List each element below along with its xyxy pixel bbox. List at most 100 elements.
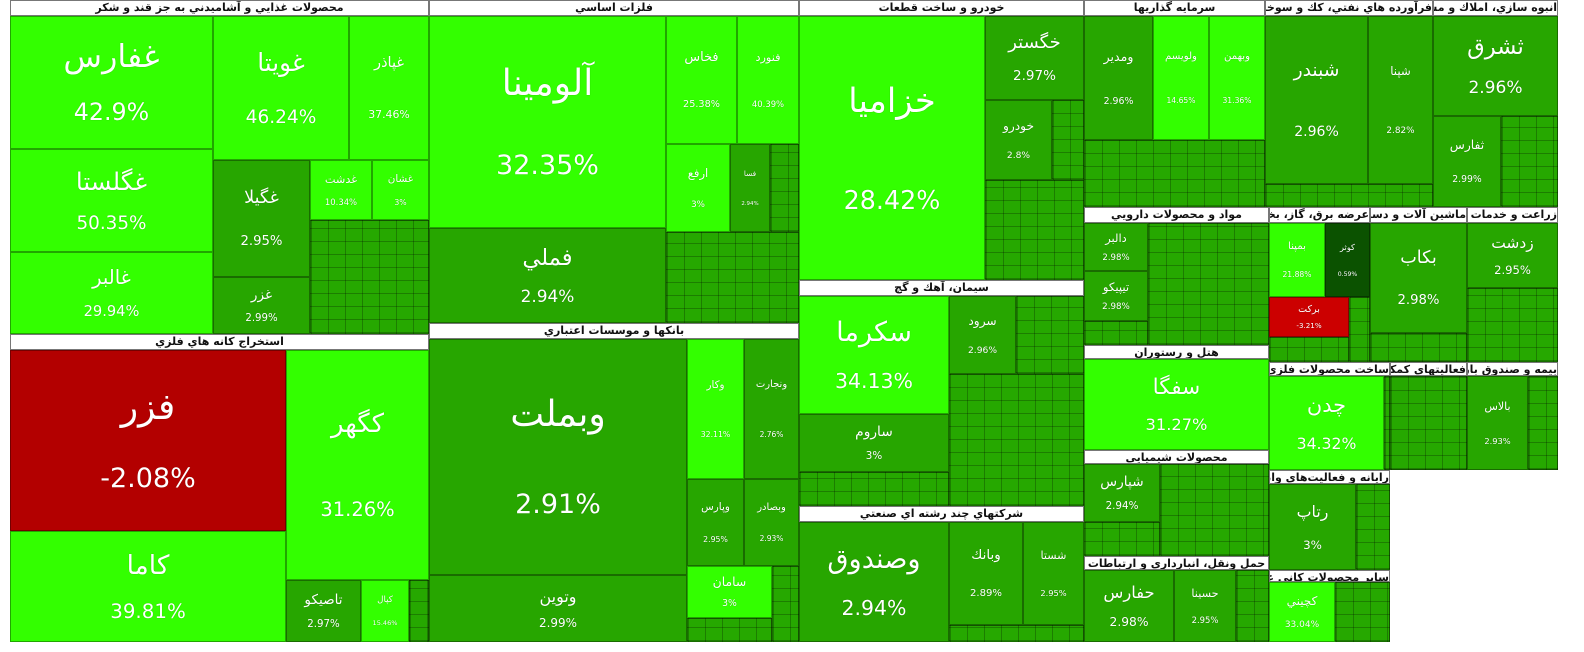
stock-tile[interactable]: خگستر 2.97% bbox=[985, 16, 1084, 100]
stock-tile[interactable]: شستا 2.95% bbox=[1023, 522, 1084, 625]
stock-tile[interactable]: سامان 3% bbox=[687, 566, 772, 618]
stock-tile[interactable]: كاما 39.81% bbox=[10, 531, 286, 642]
stock-tile[interactable]: وكار 32.11% bbox=[687, 339, 744, 479]
stock-change: 34.13% bbox=[835, 368, 913, 393]
stock-tile[interactable]: بركت -3.21% bbox=[1269, 297, 1349, 337]
sector-header: استخراج كانه هاي فلزي bbox=[10, 334, 429, 350]
stock-tile[interactable]: غگيلا 2.95% bbox=[213, 160, 310, 277]
stock-tile[interactable]: وبصادر 2.93% bbox=[744, 479, 799, 566]
stock-tile[interactable]: غگلستا 50.35% bbox=[10, 149, 213, 252]
stock-symbol: سامان bbox=[712, 575, 747, 590]
stock-tile[interactable]: فخاس 25.38% bbox=[666, 16, 737, 144]
stock-tile[interactable]: غويتا 46.24% bbox=[213, 16, 349, 160]
stock-tile[interactable]: شپارس 2.94% bbox=[1084, 464, 1160, 522]
stock-symbol: بركت bbox=[1298, 304, 1320, 315]
stock-tile[interactable]: زدشت 2.95% bbox=[1467, 223, 1558, 288]
stock-symbol: وبصادر bbox=[757, 501, 786, 513]
sector-header: ساخت محصولات فلزي bbox=[1269, 362, 1390, 376]
small-tiles bbox=[1384, 376, 1390, 470]
stock-change: 2.8% bbox=[1006, 151, 1031, 161]
stock-tile[interactable]: ثشرق 2.96% bbox=[1433, 16, 1558, 116]
sector-header: انبوه سازي، املاك و مستغلات bbox=[1433, 0, 1558, 16]
stock-tile[interactable]: وصندوق 2.94% bbox=[799, 522, 949, 642]
stock-change: 2.97% bbox=[307, 619, 340, 630]
small-tiles bbox=[799, 472, 949, 506]
stock-change: 25.38% bbox=[683, 98, 720, 110]
sector-header: رايانه و فعاليت‌هاي وابسته به آن bbox=[1269, 470, 1390, 484]
stock-tile[interactable]: غپاذر 37.46% bbox=[349, 16, 429, 160]
stock-tile[interactable]: فزر -2.08% bbox=[10, 350, 286, 531]
stock-tile[interactable]: شبندر 2.96% bbox=[1265, 16, 1368, 184]
stock-tile[interactable]: شپنا 2.82% bbox=[1368, 16, 1433, 184]
stock-tile[interactable]: تاصيكو 2.97% bbox=[286, 580, 361, 642]
stock-tile[interactable]: دالبر 2.98% bbox=[1084, 223, 1148, 271]
stock-change: 2.95% bbox=[1040, 588, 1067, 598]
stock-change: 2.97% bbox=[1013, 68, 1056, 84]
stock-symbol: وصندوق bbox=[827, 544, 921, 575]
small-tiles bbox=[1016, 296, 1084, 374]
stock-tile[interactable]: غالبر 29.94% bbox=[10, 252, 213, 334]
stock-tile[interactable]: كوثر 0.59% bbox=[1325, 223, 1370, 297]
sector-header: فعاليتهاي كمكي به نهادهاي مالي bbox=[1390, 362, 1467, 376]
stock-change: 2.82% bbox=[1386, 125, 1415, 136]
stock-symbol: تيپيكو bbox=[1102, 280, 1130, 294]
stock-tile[interactable]: آلومينا 32.35% bbox=[429, 16, 666, 228]
stock-tile[interactable]: ونجارت 2.76% bbox=[744, 339, 799, 479]
small-tiles bbox=[409, 580, 429, 642]
stock-tile[interactable]: كپال 15.46% bbox=[361, 580, 409, 642]
stock-tile[interactable]: وپارس 2.95% bbox=[687, 479, 744, 566]
stock-tile[interactable]: سرود 2.96% bbox=[949, 296, 1016, 374]
stock-tile[interactable]: وبانك 2.89% bbox=[949, 522, 1023, 625]
stock-symbol: وپارس bbox=[701, 501, 730, 514]
stock-change: 39.81% bbox=[110, 599, 186, 623]
stock-tile[interactable]: بالاس 2.93% bbox=[1467, 376, 1528, 470]
stock-tile[interactable]: كچيني 33.04% bbox=[1269, 582, 1335, 642]
stock-tile[interactable]: رتاپ 3% bbox=[1269, 484, 1356, 570]
stock-tile[interactable]: ولويسم 14.65% bbox=[1153, 16, 1209, 140]
stock-tile[interactable]: فنورد 40.39% bbox=[737, 16, 799, 144]
sector-header: ساير محصولات كاني غيرفلزي bbox=[1269, 570, 1390, 582]
stock-change: 32.35% bbox=[496, 150, 599, 181]
stock-change: 2.96% bbox=[1294, 124, 1339, 140]
stock-tile[interactable]: غزر 2.99% bbox=[213, 277, 310, 334]
stock-change: 28.42% bbox=[843, 184, 941, 215]
stock-tile[interactable]: خزاميا 28.42% bbox=[799, 16, 985, 280]
stock-tile[interactable]: غشان 3% bbox=[372, 160, 429, 220]
stock-tile[interactable]: فملي 2.94% bbox=[429, 228, 666, 323]
stock-change: 33.04% bbox=[1284, 619, 1320, 630]
stock-change: 2.96% bbox=[1103, 96, 1134, 107]
stock-change: 3% bbox=[1303, 538, 1322, 552]
stock-change: 32.11% bbox=[700, 430, 731, 439]
stock-tile[interactable]: ساروم 3% bbox=[799, 414, 949, 472]
stock-tile[interactable]: ثفارس 2.99% bbox=[1433, 116, 1501, 207]
stock-tile[interactable]: وبملت 2.91% bbox=[429, 339, 687, 575]
stock-tile[interactable]: ارفع 3% bbox=[666, 144, 730, 232]
stock-tile[interactable]: بمپنا 21.88% bbox=[1269, 223, 1325, 297]
stock-symbol: بكاب bbox=[1400, 248, 1437, 269]
sector-header: بيمه و صندوق بازنشستگي bbox=[1467, 362, 1558, 376]
stock-tile[interactable]: ومدير 2.96% bbox=[1084, 16, 1153, 140]
stock-change: 2.99% bbox=[539, 616, 577, 631]
stock-tile[interactable]: بكاب 2.98% bbox=[1370, 223, 1467, 333]
stock-symbol: فملي bbox=[522, 244, 573, 271]
stock-tile[interactable]: سفگا 31.27% bbox=[1084, 359, 1269, 450]
stock-tile[interactable]: فسا 2.94% bbox=[730, 144, 770, 232]
stock-tile[interactable]: غفارس 42.9% bbox=[10, 16, 213, 149]
stock-tile[interactable]: كگهر 31.26% bbox=[286, 350, 429, 580]
stock-change: 2.96% bbox=[1468, 77, 1523, 98]
stock-tile[interactable]: غدشت 10.34% bbox=[310, 160, 372, 220]
stock-change: 2.91% bbox=[515, 489, 601, 520]
stock-tile[interactable]: سكرما 34.13% bbox=[799, 296, 949, 414]
stock-tile[interactable]: حفارس 2.98% bbox=[1084, 570, 1174, 642]
stock-symbol: وبانك bbox=[971, 548, 1001, 563]
stock-tile[interactable]: وتوين 2.99% bbox=[429, 575, 687, 642]
stock-tile[interactable]: چدن 34.32% bbox=[1269, 376, 1384, 470]
stock-tile[interactable]: وبهمن 31.36% bbox=[1209, 16, 1265, 140]
stock-tile[interactable]: تيپيكو 2.98% bbox=[1084, 271, 1148, 321]
stock-symbol: وبملت bbox=[510, 394, 606, 435]
stock-symbol: تاصيكو bbox=[304, 592, 343, 608]
stock-tile[interactable]: خودرو 2.8% bbox=[985, 100, 1052, 180]
stock-tile[interactable]: حسينا 2.95% bbox=[1174, 570, 1236, 642]
stock-change: 37.46% bbox=[368, 108, 410, 122]
